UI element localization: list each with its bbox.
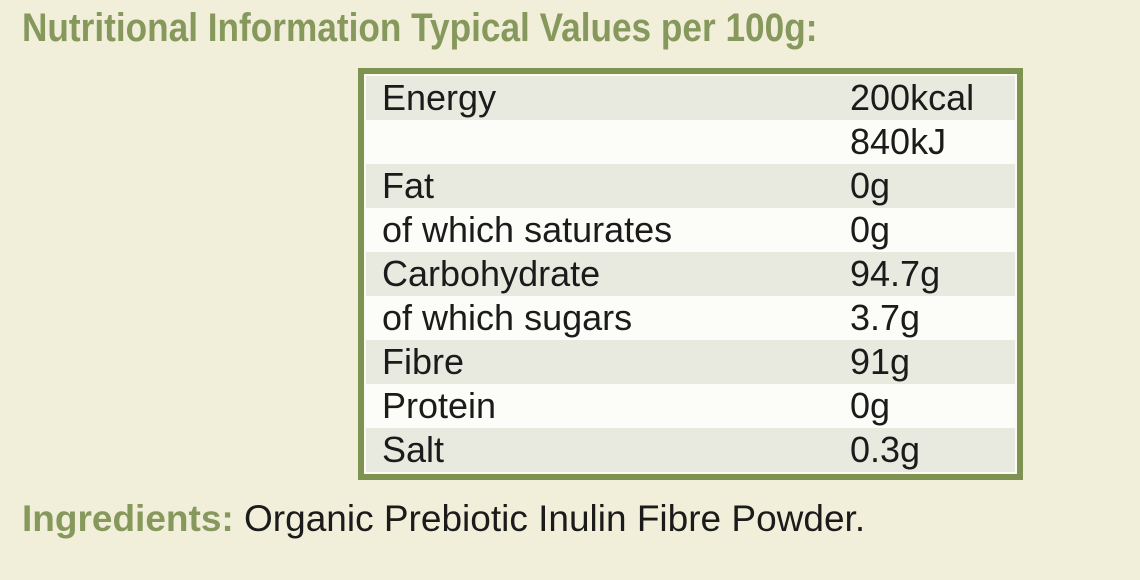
table-row: of which saturates 0g: [366, 208, 1015, 252]
nutrient-label: Carbohydrate: [382, 253, 601, 294]
ingredients-line: Ingredients: Organic Prebiotic Inulin Fi…: [22, 498, 865, 540]
nutrient-label: Salt: [382, 429, 445, 470]
nutrient-value: 0g: [850, 385, 891, 426]
nutrient-value: 94.7g: [850, 253, 941, 294]
nutrient-value: 91g: [850, 341, 911, 382]
ingredients-label: Ingredients:: [22, 498, 234, 539]
nutrition-table: Energy 200kcal 840kJ Fat 0g of which sat…: [358, 68, 1023, 480]
table-row: Fat 0g: [366, 164, 1015, 208]
table-row: Protein 0g: [366, 384, 1015, 428]
nutrient-label: of which saturates: [382, 209, 673, 250]
nutrient-label: of which sugars: [382, 297, 633, 338]
nutrient-label: Fat: [382, 165, 435, 206]
table-row: 840kJ: [366, 120, 1015, 164]
ingredients-text: Organic Prebiotic Inulin Fibre Powder.: [244, 498, 866, 539]
table-row: Fibre 91g: [366, 340, 1015, 384]
table-row: Energy 200kcal: [366, 76, 1015, 120]
nutrient-value: 200kcal: [850, 77, 975, 118]
nutrient-value: 0g: [850, 209, 891, 250]
nutrient-value: 0.3g: [850, 429, 921, 470]
table-row: Carbohydrate 94.7g: [366, 252, 1015, 296]
nutrient-label: Energy: [382, 77, 497, 118]
nutrient-value: 0g: [850, 165, 891, 206]
table-row: Salt 0.3g: [366, 428, 1015, 472]
nutrient-value: 840kJ: [850, 121, 947, 162]
page-title: Nutritional Information Typical Values p…: [22, 6, 818, 50]
nutrient-label: Fibre: [382, 341, 465, 382]
nutrient-label: Protein: [382, 385, 497, 426]
table-row: of which sugars 3.7g: [366, 296, 1015, 340]
nutrient-value: 3.7g: [850, 297, 921, 338]
